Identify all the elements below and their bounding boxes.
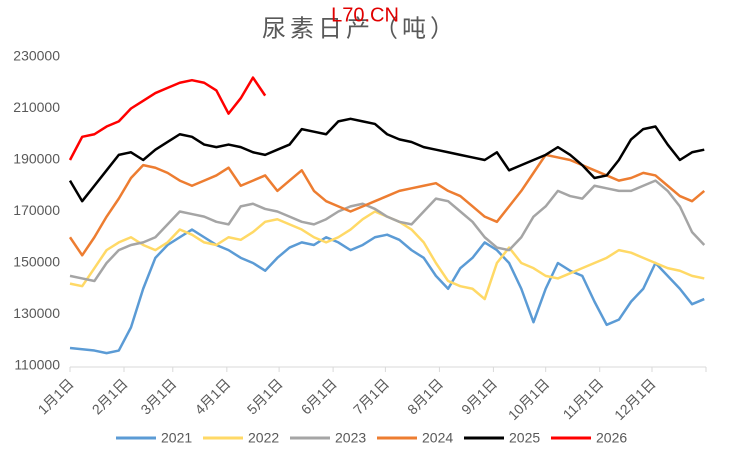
y-tick-label: 130000 [13, 305, 60, 321]
x-tick-label: 2月1日 [89, 375, 131, 417]
y-tick-label: 110000 [14, 357, 60, 373]
y-tick-label: 230000 [13, 48, 60, 64]
x-tick-label: 5月1日 [244, 375, 286, 417]
x-tick-label: 1月1日 [35, 375, 77, 417]
x-tick-label: 3月1日 [137, 375, 179, 417]
y-tick-label: 170000 [13, 202, 60, 218]
legend-label: 2021 [161, 430, 192, 446]
series-line [69, 228, 705, 355]
legend-label: 2026 [596, 430, 627, 446]
x-tick-label: 6月1日 [298, 375, 340, 417]
x-tick-label: 11月1日 [560, 375, 607, 422]
series-line [69, 210, 705, 301]
x-tick-label: 7月1日 [350, 375, 392, 417]
x-tick-label: 8月1日 [404, 375, 446, 417]
legend-label: 2024 [422, 430, 453, 446]
y-tick-label: 190000 [13, 151, 60, 167]
legend-label: 2023 [335, 430, 366, 446]
annotation: L70.CN [331, 4, 399, 26]
series-line [68, 76, 267, 161]
series-line [68, 153, 706, 257]
y-tick-label: 150000 [13, 254, 60, 270]
series-line [68, 117, 705, 203]
legend-label: 2025 [509, 430, 540, 446]
x-tick-label: 10月1日 [505, 375, 553, 423]
x-tick-label: 9月1日 [458, 375, 500, 417]
y-tick-label: 210000 [13, 99, 60, 115]
chart-title: 尿素日产（吨） [262, 15, 458, 42]
x-tick-label: 4月1日 [191, 375, 233, 417]
x-tick-label: 12月1日 [611, 375, 659, 423]
series-line [69, 179, 706, 283]
legend-label: 2022 [248, 430, 279, 446]
